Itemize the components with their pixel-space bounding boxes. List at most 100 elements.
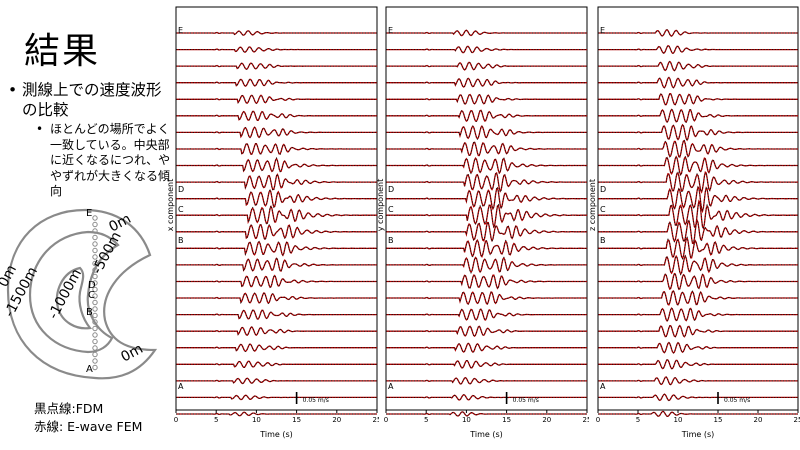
fdm-trace: [597, 254, 799, 276]
fdm-trace: [175, 223, 378, 241]
fdm-trace: [386, 308, 588, 321]
fdm-trace: [175, 156, 378, 173]
panel-y-component: E D C B Ay component 0.05 m/s 0 5 10 15 20 25 Time (…: [374, 5, 589, 450]
fdm-trace: [176, 142, 377, 155]
map-survey-point: [92, 358, 98, 364]
fdm-trace: [175, 240, 377, 257]
fdm-trace: [385, 186, 587, 210]
map-survey-point: [92, 234, 98, 241]
fdm-trace: [385, 239, 587, 258]
fdm-trace: [175, 326, 378, 336]
station-label: D: [600, 185, 606, 194]
fem-trace: [386, 221, 587, 243]
scale-label: 0.05 m/s: [513, 397, 539, 404]
legend: 黒点線:FDM 赤線: E-wave FEM: [34, 400, 142, 436]
fdm-trace: [385, 360, 588, 369]
x-tick-label: 0: [596, 416, 600, 424]
fem-trace: [176, 62, 377, 70]
panel-z-component: E D C B Az component 0.05 m/s 0 5 10 15 20 25 Time (…: [586, 5, 800, 450]
station-label: B: [178, 236, 184, 245]
map-survey-point: [92, 325, 98, 332]
chart-x-component: E D C B Ax component 0.05 m/s 0 5 10 15 20 25 Time (…: [166, 6, 379, 439]
fdm-trace: [386, 61, 588, 71]
map-survey-point: [92, 215, 98, 221]
fdm-trace: [598, 411, 798, 417]
fdm-trace: [597, 219, 799, 244]
fdm-trace: [597, 290, 798, 306]
plot-frame: [385, 6, 588, 411]
fdm-trace: [385, 325, 588, 337]
fdm-trace: [175, 204, 378, 225]
fem-trace: [598, 93, 798, 106]
chart-z-component: E D C B Az component 0.05 m/s 0 5 10 15 20 25 Time (…: [588, 6, 800, 439]
fdm-trace: [176, 343, 377, 352]
fem-trace: [598, 76, 798, 89]
fdm-trace: [175, 173, 378, 191]
x-tick-label: 10: [252, 416, 261, 424]
fem-trace: [598, 307, 798, 322]
y-axis-label: z component: [588, 179, 597, 231]
fdm-trace: [385, 172, 588, 194]
bullet-dot: •: [8, 81, 18, 99]
fem-trace: [386, 359, 587, 369]
fdm-trace: [385, 157, 588, 175]
map-survey-point: [92, 247, 98, 254]
x-tick-label: 25: [794, 416, 800, 424]
fdm-trace: [385, 221, 588, 243]
fdm-trace: [385, 203, 588, 229]
fdm-trace: [385, 125, 588, 141]
map-survey-point: [92, 332, 98, 338]
fdm-trace: [175, 274, 378, 288]
map-survey-point: [92, 260, 98, 267]
map-survey-point: [92, 345, 98, 351]
fem-trace: [598, 155, 798, 177]
legend-fdm: 黒点線:FDM: [34, 401, 104, 416]
fem-trace: [176, 173, 377, 191]
station-label: A: [388, 382, 394, 391]
fem-trace: [386, 61, 587, 71]
fdm-trace: [385, 274, 588, 290]
fem-trace: [386, 156, 587, 175]
map-survey-point: [92, 299, 98, 306]
fdm-trace: [176, 309, 378, 320]
fem-trace: [176, 394, 377, 401]
map-survey-point: [92, 221, 98, 228]
map-survey-point: [92, 267, 98, 273]
fem-trace: [386, 45, 587, 54]
fdm-trace: [597, 236, 798, 260]
map-survey-point: [92, 241, 98, 247]
y-axis-label: y component: [376, 179, 385, 232]
fdm-trace: [598, 139, 798, 158]
fdm-trace: [176, 46, 377, 53]
fdm-trace: [385, 77, 588, 88]
survey-points: [92, 215, 98, 371]
map-survey-point: [92, 312, 98, 319]
fem-trace: [598, 324, 798, 338]
fdm-trace: [598, 307, 799, 322]
map-survey-point: [92, 280, 98, 286]
fem-trace: [598, 60, 798, 72]
slide-title: 結果: [24, 31, 101, 72]
station-label: E: [178, 26, 183, 35]
fem-trace: [386, 93, 587, 105]
x-tick-label: 20: [754, 416, 763, 424]
fem-trace: [176, 30, 377, 36]
fem-trace: [598, 393, 798, 402]
station-label: B: [600, 236, 606, 245]
map-survey-point: [92, 319, 98, 325]
station-label: D: [388, 185, 394, 194]
x-tick-label: 25: [373, 416, 379, 424]
y-axis-label: x component: [166, 179, 175, 232]
survey-line-map: 0m -500m -1000m -1500m 0m 0m E D C B A: [0, 200, 175, 390]
fdm-trace: [175, 360, 378, 368]
x-tick-label: 20: [332, 416, 341, 424]
fdm-trace: [386, 141, 587, 157]
fdm-trace: [597, 171, 799, 193]
contour-inner: [55, 266, 93, 330]
station-label: D: [178, 185, 184, 194]
contour-middle: [28, 230, 120, 354]
fdm-trace: [385, 291, 587, 305]
fem-trace: [176, 240, 377, 257]
fdm-trace: [597, 155, 799, 177]
sub-bullet-dot: •: [36, 122, 44, 136]
